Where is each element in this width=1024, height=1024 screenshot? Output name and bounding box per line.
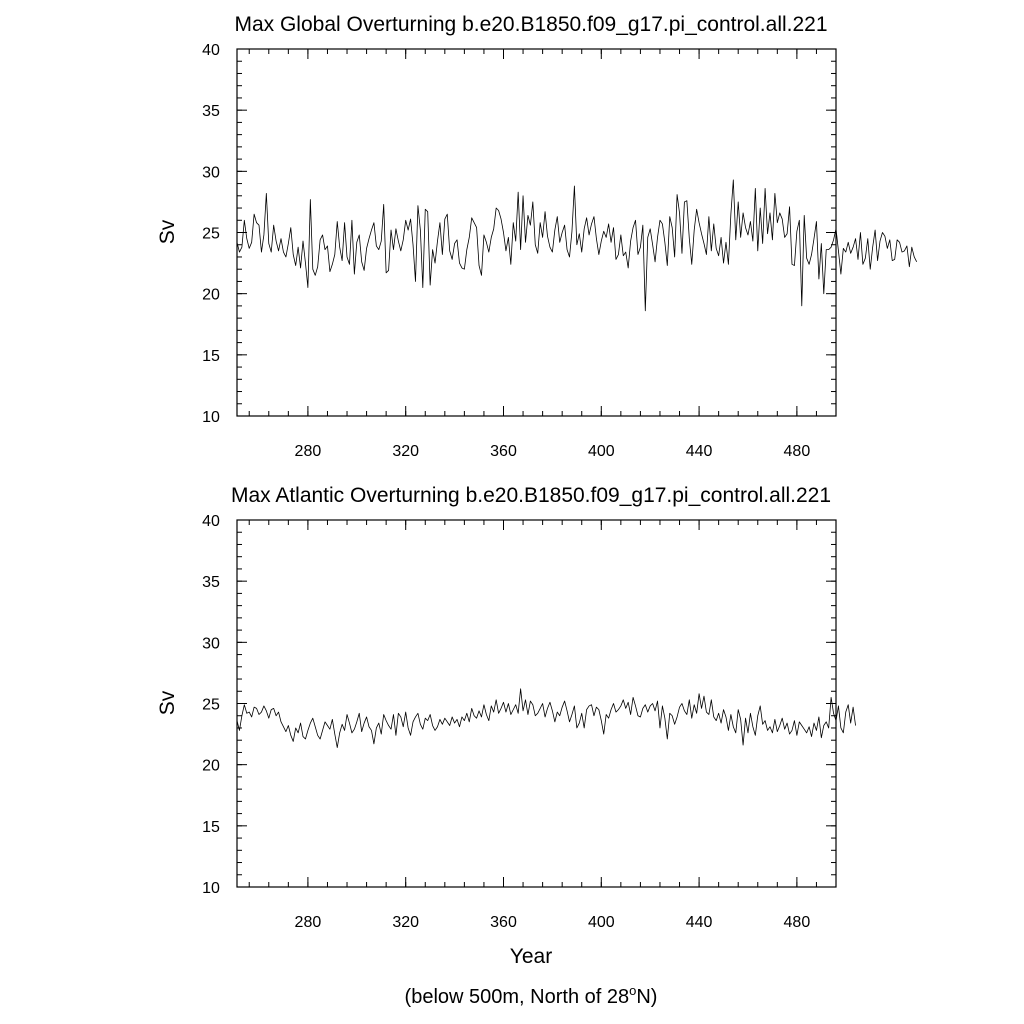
global-y-tick-label: 20 <box>202 287 220 304</box>
atlantic-overturning-series-line <box>236 688 856 748</box>
global-y-tick-label: 30 <box>202 164 220 181</box>
caption: (below 500m, North of 28oN) <box>405 983 658 1008</box>
global-y-tick-labels: 10 15 20 25 30 35 40 <box>202 42 220 426</box>
atlantic-plot-frame <box>236 519 837 888</box>
atlantic-y-tick-label: 10 <box>202 880 220 897</box>
atlantic-x-tick-label: 280 <box>295 914 322 931</box>
atlantic-x-tick-label: 400 <box>588 914 615 931</box>
atlantic-y-tick-label: 30 <box>202 635 220 652</box>
atlantic-x-tick-label: 480 <box>784 914 811 931</box>
atlantic-x-tick-label: 440 <box>686 914 713 931</box>
atlantic-y-tick-label: 25 <box>202 697 220 714</box>
atlantic-y-tick-labels: 10 15 20 25 30 35 40 <box>202 513 220 897</box>
global-axis-ticks <box>237 48 837 417</box>
global-overturning-series-line <box>236 179 918 312</box>
global-y-tick-label: 35 <box>202 103 220 120</box>
global-x-tick-label: 440 <box>686 443 713 460</box>
global-x-tick-label: 360 <box>490 443 517 460</box>
caption-degree-sup: o <box>629 983 636 998</box>
atlantic-x-tick-label: 320 <box>392 914 419 931</box>
global-y-tick-label: 40 <box>202 42 220 59</box>
global-x-tick-label: 320 <box>392 443 419 460</box>
global-y-tick-label: 15 <box>202 348 220 365</box>
global-y-axis-label: Sv <box>156 219 179 244</box>
atlantic-y-tick-label: 15 <box>202 819 220 836</box>
global-y-tick-label: 10 <box>202 409 220 426</box>
atlantic-overturning-panel: Max Atlantic Overturning b.e20.B1850.f09… <box>156 484 856 968</box>
global-x-tick-label: 280 <box>295 443 322 460</box>
x-axis-label: Year <box>510 945 552 968</box>
atlantic-chart-title: Max Atlantic Overturning b.e20.B1850.f09… <box>231 484 831 507</box>
caption-end: N) <box>636 986 657 1008</box>
atlantic-y-tick-label: 35 <box>202 574 220 591</box>
global-plot-frame <box>236 48 837 417</box>
atlantic-y-tick-label: 20 <box>202 758 220 775</box>
caption-main: (below 500m, North of 28 <box>405 986 630 1008</box>
atlantic-y-axis-label: Sv <box>156 690 179 715</box>
global-x-tick-label: 400 <box>588 443 615 460</box>
atlantic-axis-ticks <box>237 519 837 888</box>
global-x-tick-labels: 280 320 360 400 440 480 <box>295 443 811 460</box>
atlantic-x-tick-label: 360 <box>490 914 517 931</box>
global-y-tick-label: 25 <box>202 226 220 243</box>
global-x-tick-label: 480 <box>784 443 811 460</box>
global-overturning-panel: Max Global Overturning b.e20.B1850.f09_g… <box>156 13 918 460</box>
atlantic-x-tick-labels: 280 320 360 400 440 480 <box>295 914 811 931</box>
atlantic-y-tick-label: 40 <box>202 513 220 530</box>
global-chart-title: Max Global Overturning b.e20.B1850.f09_g… <box>234 13 827 36</box>
